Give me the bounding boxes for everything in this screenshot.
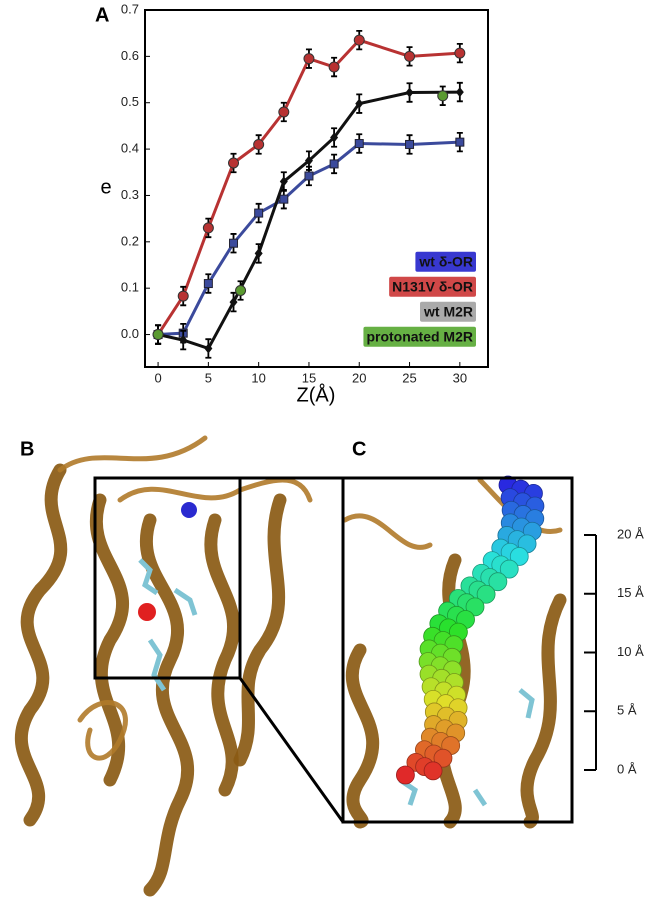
y-tick-label: 0.6 <box>121 48 139 63</box>
marker <box>353 34 365 46</box>
sphere <box>499 559 519 579</box>
scale-label: 15 Å <box>617 585 644 600</box>
y-tick-label: 0.3 <box>121 187 139 202</box>
marker <box>279 194 289 204</box>
marker <box>328 61 340 73</box>
sphere <box>423 761 443 781</box>
x-tick-label: 30 <box>453 370 467 385</box>
plot-frame <box>144 9 489 368</box>
x-tick-label: 0 <box>154 370 161 385</box>
helix <box>345 643 380 829</box>
helix <box>233 493 287 767</box>
marker <box>437 90 449 102</box>
marker <box>235 285 247 296</box>
helix <box>14 463 68 827</box>
sphere <box>396 765 415 785</box>
y-tick-label: 0.4 <box>121 141 139 156</box>
atom <box>181 502 197 518</box>
sphere <box>476 584 496 604</box>
panel-label: B <box>20 438 34 460</box>
y-tick-label: 0.7 <box>121 1 139 16</box>
chart: A Z(Å) e 0 5 10 15 20 25 30 0.0 0.1 0.2 0.3 0.4 0.5 0… <box>95 1 489 406</box>
structure-c <box>342 475 567 829</box>
pathway <box>396 475 545 785</box>
sphere <box>433 748 453 768</box>
x-axis-label: Z(Å) <box>297 383 336 406</box>
marker <box>455 137 465 147</box>
legend-label: wt δ-OR <box>418 254 473 270</box>
y-tick-label: 0.2 <box>121 233 139 248</box>
sphere <box>465 597 485 617</box>
sidechain <box>138 558 198 692</box>
scale-label: 20 Å <box>617 526 644 541</box>
marker <box>405 139 415 149</box>
marker <box>253 138 265 150</box>
marker <box>229 238 239 248</box>
x-tick-label: 5 <box>205 370 212 385</box>
sphere <box>488 572 508 592</box>
x-tick-label: 20 <box>352 370 366 385</box>
marker <box>404 50 416 62</box>
marker <box>354 139 364 149</box>
x-tick-label: 10 <box>251 370 265 385</box>
marker <box>177 290 189 302</box>
scale-bar: 20 Å 15 Å 10 Å 5 Å 0 Å <box>584 526 644 776</box>
y-tick-label: 0.5 <box>121 94 139 109</box>
legend-box <box>415 251 476 272</box>
legend-box <box>363 326 476 347</box>
x-tick-label: 15 <box>302 370 316 385</box>
marker <box>405 87 414 98</box>
marker <box>454 47 466 59</box>
marker <box>179 335 188 346</box>
marker <box>304 171 314 181</box>
marker <box>303 53 315 65</box>
marker <box>204 343 213 354</box>
y-tick-label: 0.1 <box>121 280 139 295</box>
helix <box>204 513 241 797</box>
marker <box>229 297 238 308</box>
legend-label: protonated M2R <box>366 329 473 345</box>
x-tick-label: 25 <box>402 370 416 385</box>
zoom-panel <box>341 476 574 824</box>
marker <box>254 208 264 218</box>
marker <box>355 98 364 109</box>
legend-label: wt M2R <box>423 304 473 320</box>
marker <box>330 132 339 143</box>
marker <box>329 159 339 169</box>
sphere <box>509 547 529 566</box>
scale-label: 0 Å <box>617 761 637 776</box>
connector <box>238 677 345 823</box>
legend-label: N131V δ-OR <box>392 279 473 295</box>
series-line <box>157 90 460 351</box>
marker <box>254 248 263 259</box>
legend-box <box>389 276 476 297</box>
panel-label: C <box>352 438 366 460</box>
legend-box <box>420 301 476 322</box>
loop <box>77 700 128 761</box>
helix <box>139 513 195 897</box>
marker <box>278 106 290 118</box>
structure-b <box>14 435 313 897</box>
loop <box>57 435 313 503</box>
marker <box>152 329 164 341</box>
helix <box>89 493 129 787</box>
marker <box>228 157 240 169</box>
marker <box>455 87 464 98</box>
scale-label: 5 Å <box>617 703 637 718</box>
helix <box>520 593 567 829</box>
scale-label: 10 Å <box>617 644 644 659</box>
marker <box>202 222 214 234</box>
panel-label: A <box>95 4 109 26</box>
zoom-box <box>93 476 242 680</box>
y-axis-label: e <box>100 176 111 198</box>
marker <box>304 155 313 166</box>
atom <box>138 603 156 621</box>
marker <box>203 279 213 289</box>
y-tick-label: 0.0 <box>121 326 139 341</box>
marker <box>279 176 288 187</box>
